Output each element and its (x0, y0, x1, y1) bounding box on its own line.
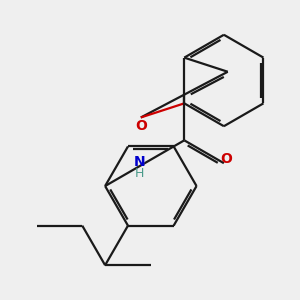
Text: O: O (220, 152, 232, 166)
Text: N: N (134, 155, 145, 169)
Text: O: O (135, 119, 147, 133)
Text: H: H (134, 167, 144, 180)
